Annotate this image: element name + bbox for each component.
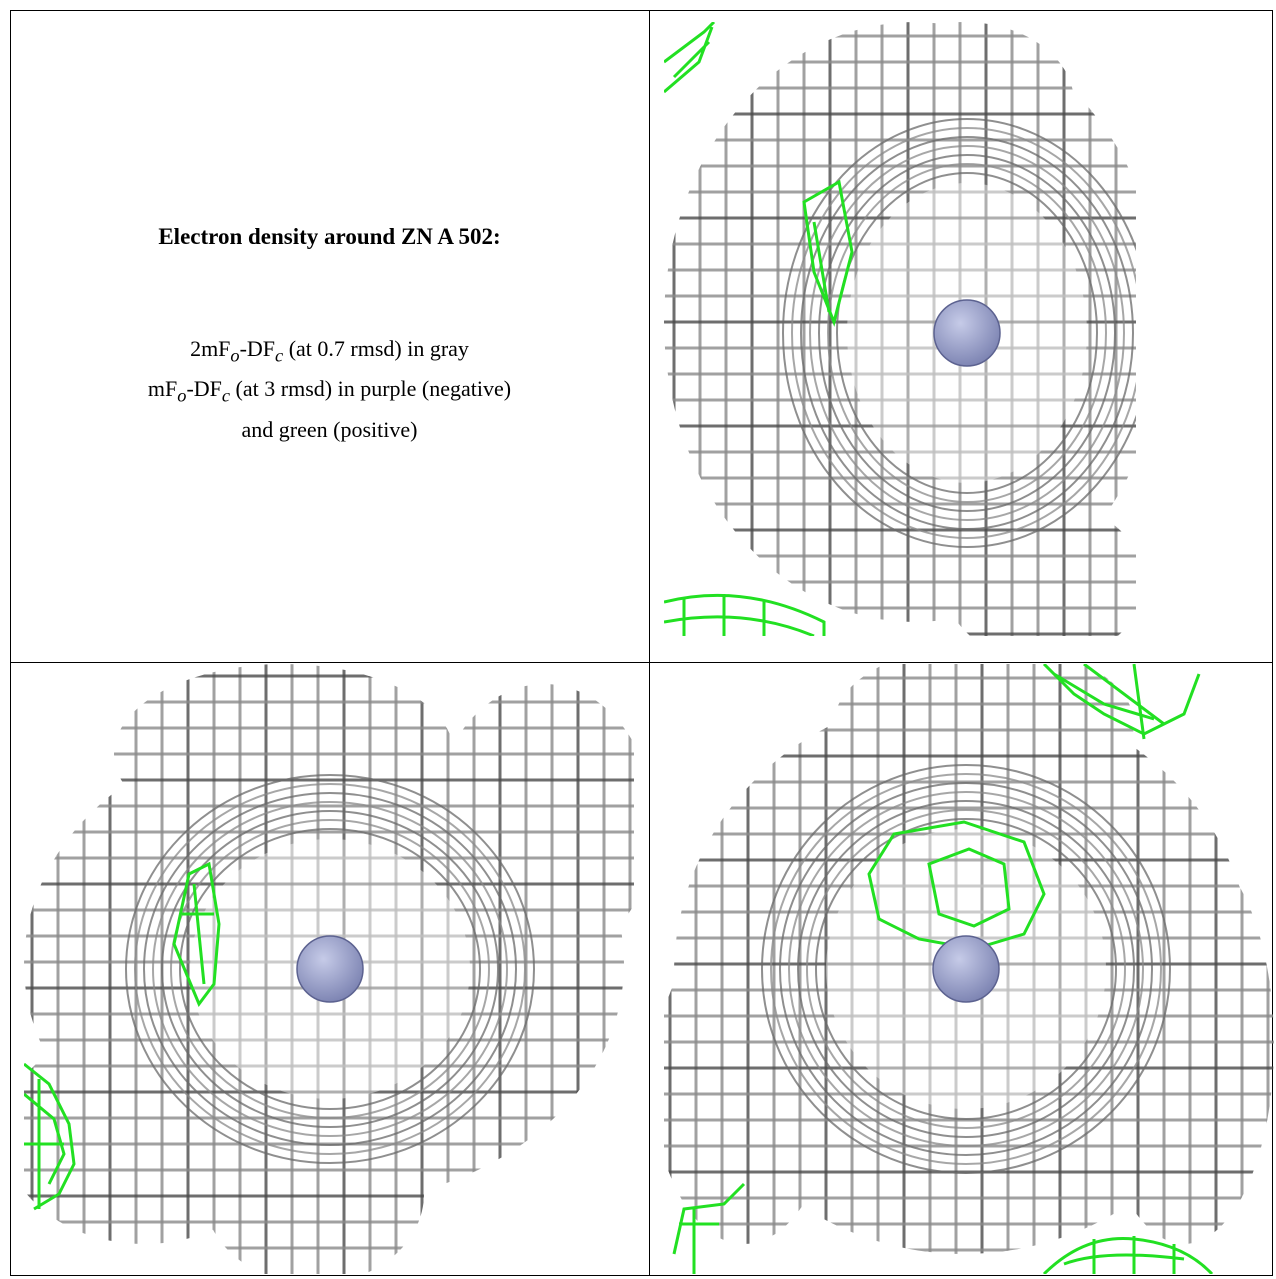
caption-legend: 2mFo-DFc (at 0.7 rmsd) in gray mFo-DFc (…: [10, 332, 649, 446]
density-contours: [761, 764, 1171, 1174]
legend-line-2fo: 2mFo-DFc (at 0.7 rmsd) in gray: [190, 336, 469, 366]
figure-frame: [10, 10, 1273, 1276]
density-view-3: [664, 664, 1274, 1274]
mesh-svg: [664, 22, 1136, 636]
grid-divider-vertical: [649, 10, 650, 1276]
legend-line-colors: and green (positive): [241, 416, 418, 442]
green-positive-density: [802, 179, 854, 327]
green-positive-density: [867, 820, 1046, 951]
density-contours: [125, 774, 535, 1164]
zinc-atom-sphere: [932, 935, 1000, 1003]
density-view-2: [24, 664, 634, 1274]
zinc-atom-sphere: [933, 299, 1001, 367]
density-contours: [782, 118, 1136, 548]
green-positive-density: [664, 593, 826, 636]
caption-title: Electron density around ZN A 502:: [158, 224, 501, 249]
zinc-atom-sphere: [296, 935, 364, 1003]
green-positive-density: [664, 22, 716, 94]
mesh-svg: [664, 664, 1274, 1274]
green-positive-density: [24, 1062, 76, 1211]
legend-line-fo: mFo-DFc (at 3 rmsd) in purple (negative): [147, 376, 512, 406]
mesh-svg: [24, 664, 634, 1274]
green-positive-density: [172, 861, 221, 1007]
green-positive-density: [672, 1182, 746, 1274]
density-view-1: [664, 22, 1136, 636]
grid-divider-horizontal: [10, 662, 1273, 663]
green-positive-density: [1042, 1236, 1214, 1274]
green-positive-density: [1042, 664, 1201, 740]
caption-cell: Electron density around ZN A 502: 2mFo-D…: [10, 10, 649, 662]
